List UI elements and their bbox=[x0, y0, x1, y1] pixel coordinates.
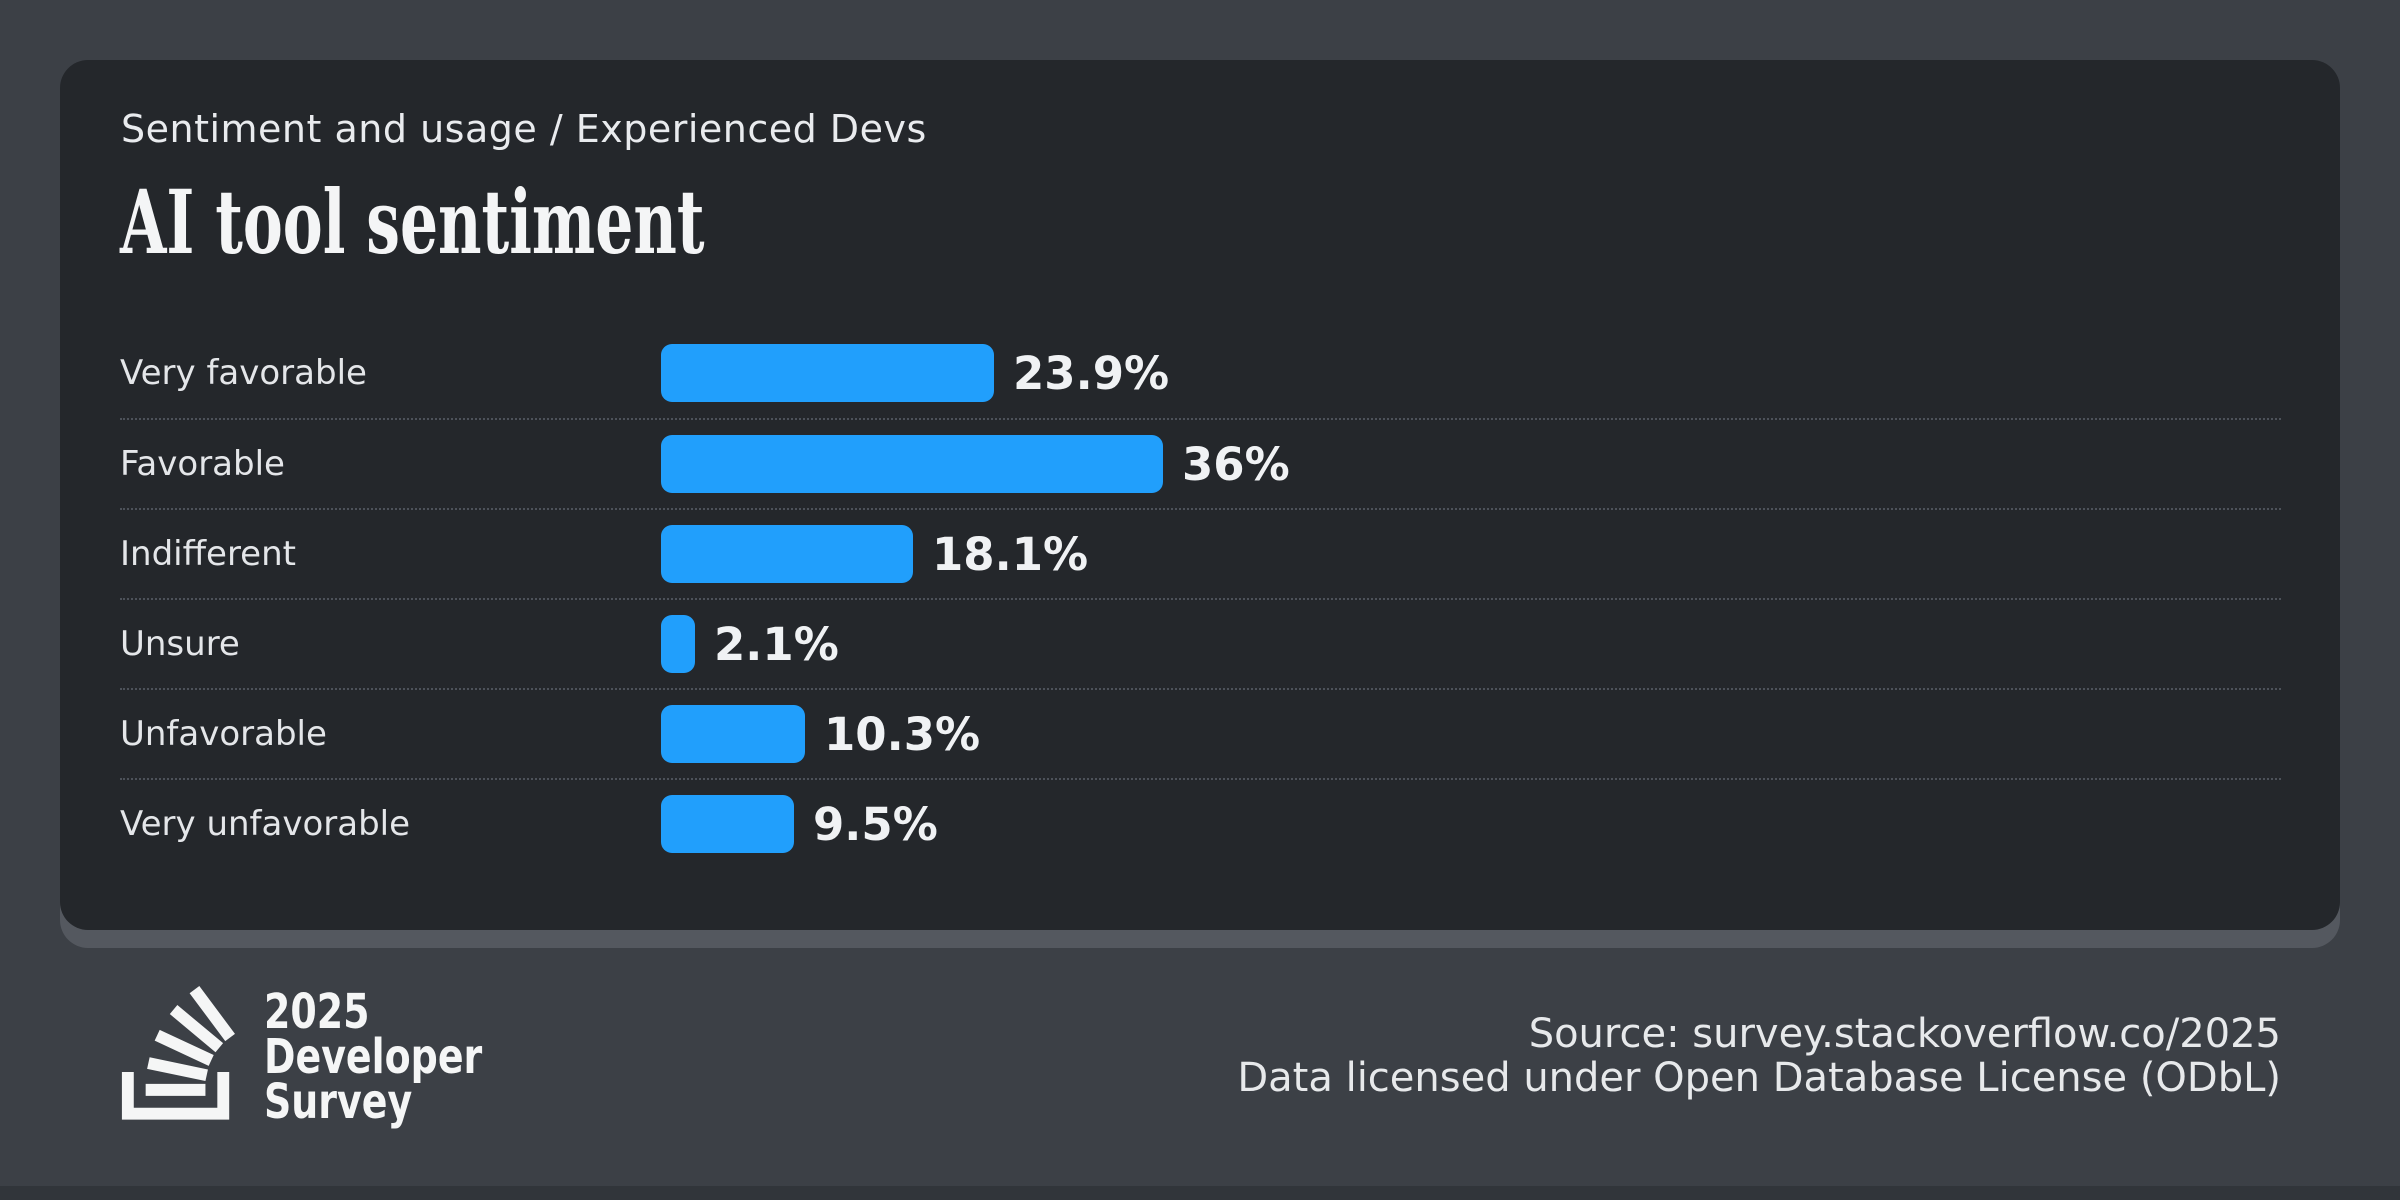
license-note: Data licensed under Open Database Licens… bbox=[1237, 1055, 2281, 1101]
category-label: Favorable bbox=[120, 444, 285, 484]
survey-logo-word-survey: Survey bbox=[264, 1074, 413, 1130]
bar-value-label: 2.1% bbox=[714, 617, 839, 671]
bar bbox=[661, 615, 695, 673]
bar-value-label: 10.3% bbox=[824, 707, 981, 761]
chart-row: Indifferent 18.1% bbox=[120, 508, 2281, 598]
bar bbox=[661, 525, 913, 583]
chart-row: Very favorable 23.9% bbox=[120, 328, 2281, 418]
bar-value-label: 18.1% bbox=[932, 527, 1089, 581]
survey-logo-word-developer: Developer bbox=[264, 1029, 483, 1085]
bar-value-label: 23.9% bbox=[1013, 346, 1170, 400]
bottom-border-strip bbox=[0, 1186, 2400, 1200]
bar bbox=[661, 435, 1163, 493]
stackoverflow-logo-icon bbox=[121, 986, 235, 1120]
bar-value-label: 36% bbox=[1182, 437, 1290, 491]
chart-row: Unsure 2.1% bbox=[120, 598, 2281, 688]
survey-logo-text: 2025 Developer Survey bbox=[264, 984, 483, 1130]
category-label: Very unfavorable bbox=[120, 804, 411, 844]
chart-rows: Very favorable 23.9% Favorable 36% Indif… bbox=[120, 328, 2281, 868]
category-label: Unfavorable bbox=[120, 714, 327, 754]
chart-row: Unfavorable 10.3% bbox=[120, 688, 2281, 778]
bar-value-label: 9.5% bbox=[813, 797, 938, 851]
category-label: Unsure bbox=[120, 624, 240, 664]
bar bbox=[661, 795, 794, 853]
chart-row: Favorable 36% bbox=[120, 418, 2281, 508]
category-label: Indifferent bbox=[120, 534, 296, 574]
chart-subtitle: Sentiment and usage / Experienced Devs bbox=[121, 107, 927, 151]
chart-row: Very unfavorable 9.5% bbox=[120, 778, 2281, 868]
bar bbox=[661, 705, 805, 763]
chart-title: AI tool sentiment bbox=[120, 170, 705, 274]
category-label: Very favorable bbox=[120, 353, 367, 393]
source-attribution: Source: survey.stackoverflow.co/2025 Dat… bbox=[1237, 1012, 2281, 1100]
source-url: Source: survey.stackoverflow.co/2025 bbox=[1528, 1011, 2281, 1057]
bar bbox=[661, 344, 994, 402]
survey-logo-year: 2025 bbox=[264, 984, 370, 1040]
survey-logo: 2025 Developer Survey bbox=[120, 986, 540, 1126]
chart-card: Sentiment and usage / Experienced Devs A… bbox=[60, 60, 2340, 930]
